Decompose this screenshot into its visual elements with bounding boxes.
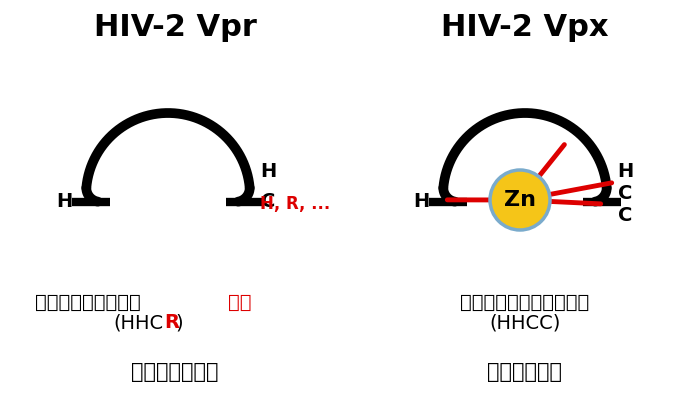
Text: H: H <box>260 162 277 181</box>
Text: ない: ない <box>228 293 251 312</box>
Text: 発現量が多い: 発現量が多い <box>487 362 563 382</box>
Text: H: H <box>56 192 72 211</box>
Text: H: H <box>413 192 429 211</box>
Circle shape <box>490 170 550 230</box>
Text: 発現量が少ない: 発現量が少ない <box>132 362 218 382</box>
Text: (HHCC): (HHCC) <box>489 314 561 332</box>
Text: HIV-2 Vpr: HIV-2 Vpr <box>94 13 256 42</box>
Text: HIV-2 Vpx: HIV-2 Vpx <box>441 13 609 42</box>
Text: R: R <box>164 314 179 332</box>
Text: (HHC: (HHC <box>113 314 163 332</box>
Text: C: C <box>260 192 275 211</box>
Text: 亜鱛結合モチーフがある: 亜鱛結合モチーフがある <box>461 293 589 312</box>
Text: 亜鉛結合モチーフが: 亜鉛結合モチーフが <box>35 293 141 312</box>
Text: C: C <box>617 184 632 204</box>
Text: H: H <box>617 162 634 181</box>
Text: H, R, ...: H, R, ... <box>260 195 330 213</box>
Text: ): ) <box>175 314 183 332</box>
Text: C: C <box>617 206 632 225</box>
Text: Zn: Zn <box>504 190 536 210</box>
